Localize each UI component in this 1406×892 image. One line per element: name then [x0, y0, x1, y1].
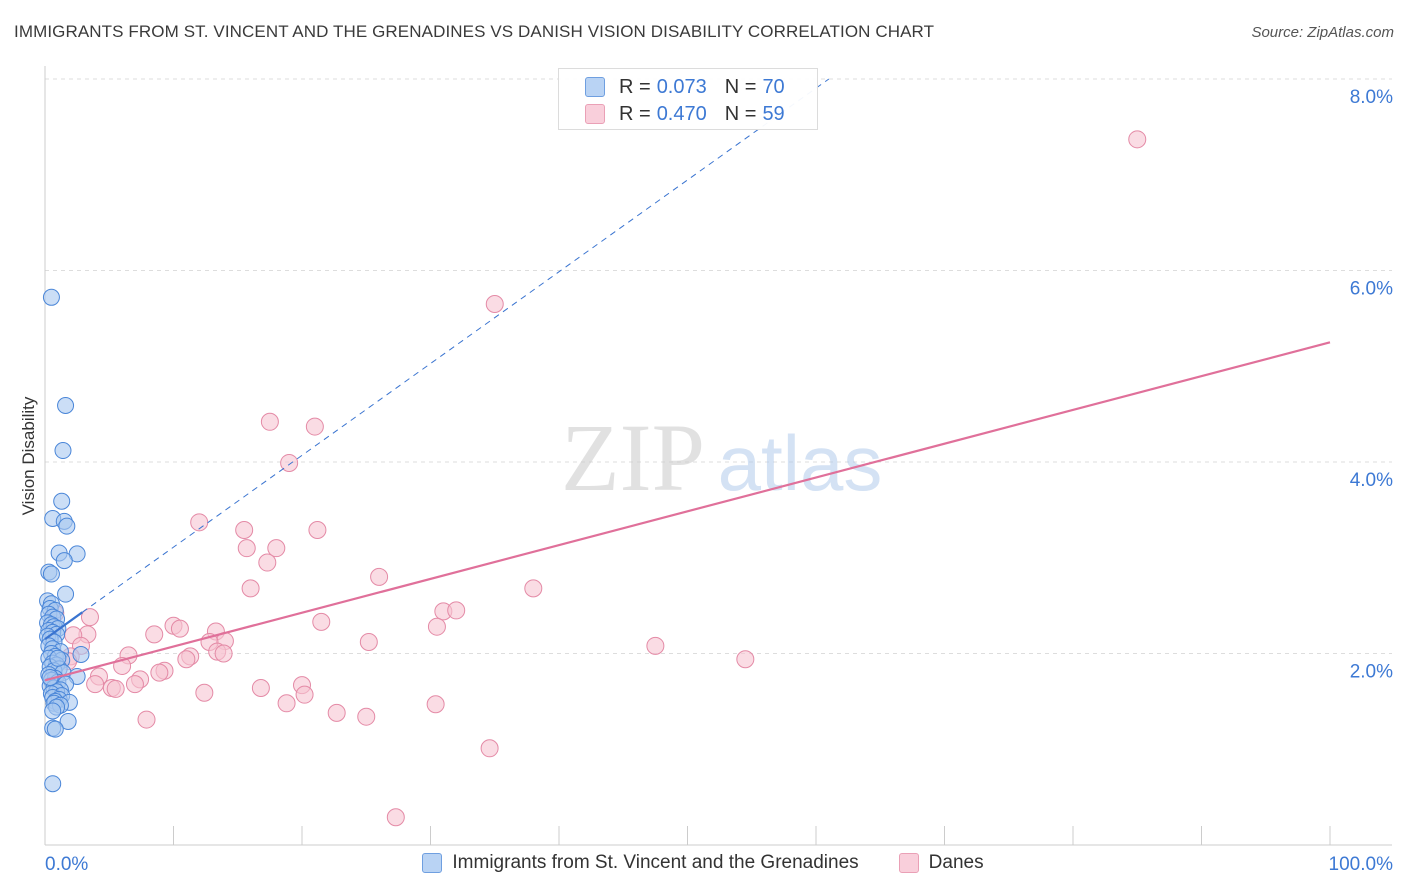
danes-point [386, 808, 405, 827]
trend-lines [44, 78, 1331, 682]
r-label: R = [619, 102, 651, 125]
danes-point [327, 703, 346, 722]
danes-point [195, 683, 214, 702]
immigrants-trend-line [81, 78, 830, 613]
danes-point [426, 695, 445, 714]
correlation-legend: R = 0.073 N = 70 R = 0.470 N = 59 [558, 68, 818, 130]
immigrants-point [55, 552, 73, 570]
watermark-zip: ZIP [561, 404, 705, 511]
immigrants-point [42, 565, 60, 583]
danes-point [357, 707, 376, 726]
correlation-row-pink: R = 0.470 N = 59 [585, 101, 785, 127]
immigrants-point [57, 585, 75, 603]
x-tick-label: 100.0% [1329, 854, 1394, 875]
series-legend: Immigrants from St. Vincent and the Gren… [0, 852, 1406, 874]
danes-point [145, 625, 164, 644]
danes-point [258, 553, 277, 572]
danes-point [280, 453, 299, 472]
watermark-atlas: atlas [718, 419, 883, 507]
source-label: Source: ZipAtlas.com [1251, 24, 1394, 41]
immigrants-point [59, 712, 77, 730]
immigrants-point [46, 720, 64, 738]
immigrants-point [53, 492, 71, 510]
n-label: N = [724, 102, 757, 125]
danes-point [370, 567, 389, 586]
danes-point [235, 520, 254, 539]
immigrants-point [54, 442, 72, 460]
danes-point [177, 650, 196, 669]
danes-trend-line [44, 341, 1331, 682]
danes-point [251, 678, 270, 697]
danes-point [170, 619, 189, 638]
danes-point [485, 295, 504, 314]
immigrants-point [44, 702, 62, 720]
immigrants-point [44, 775, 62, 793]
danes-point [427, 617, 446, 636]
y-axis-label: Vision Disability [19, 396, 38, 515]
n-value: 70 [762, 75, 785, 98]
r-value: 0.470 [656, 102, 707, 125]
r-value: 0.073 [656, 75, 707, 98]
x-tick-labels: 0.0% 100.0% [45, 854, 1393, 875]
danes-point [305, 417, 324, 436]
correlation-row-blue: R = 0.073 N = 70 [585, 74, 785, 100]
immigrants-point [57, 397, 75, 415]
danes-point [646, 636, 665, 655]
pink-swatch [585, 104, 605, 124]
legend-item-immigrants: Immigrants from St. Vincent and the Gren… [422, 852, 859, 874]
danes-point [277, 694, 296, 713]
gridlines [45, 78, 1392, 654]
danes-point [214, 644, 233, 663]
danes-point [237, 539, 256, 558]
n-value: 59 [762, 102, 785, 125]
danes-point [260, 412, 279, 431]
series-svg-immigrants-points [39, 288, 90, 793]
danes-point [359, 633, 378, 652]
axes [44, 66, 1392, 846]
danes-point [480, 739, 499, 758]
danes-point [137, 710, 156, 729]
immigrants-point [49, 649, 67, 667]
legend-item-danes: Danes [898, 852, 984, 874]
legend-label: Immigrants from St. Vincent and the Gren… [452, 852, 859, 873]
danes-point [736, 650, 755, 669]
danes-point [1128, 130, 1147, 149]
x-tick-label: 0.0% [45, 854, 88, 875]
immigrants-trend-line [44, 611, 83, 641]
r-label: R = [619, 75, 651, 98]
danes-point [125, 675, 144, 694]
immigrants-point [42, 288, 60, 306]
danes-point [241, 579, 260, 598]
y-tick-label: 2.0% [1350, 662, 1393, 683]
danes-point [80, 608, 99, 627]
n-label: N = [724, 75, 757, 98]
pink-swatch [898, 853, 919, 873]
danes-point [86, 675, 105, 694]
immigrants-point [58, 517, 76, 535]
blue-swatch [422, 853, 443, 873]
y-tick-label: 4.0% [1350, 470, 1393, 491]
legend-label: Danes [928, 852, 984, 873]
blue-swatch [585, 77, 605, 97]
danes-point [308, 520, 327, 539]
y-tick-labels: 2.0% 4.0% 6.0% 8.0% [1350, 87, 1393, 683]
danes-point [447, 601, 466, 620]
danes-point [295, 685, 314, 704]
chart-title: IMMIGRANTS FROM ST. VINCENT AND THE GREN… [14, 22, 935, 41]
danes-point [267, 539, 286, 558]
immigrants-point [72, 645, 90, 663]
danes-point [312, 612, 331, 631]
danes-point [150, 663, 169, 682]
danes-point [524, 579, 543, 598]
y-tick-label: 6.0% [1350, 279, 1393, 300]
y-tick-label: 8.0% [1350, 87, 1393, 108]
danes-point [106, 679, 125, 698]
